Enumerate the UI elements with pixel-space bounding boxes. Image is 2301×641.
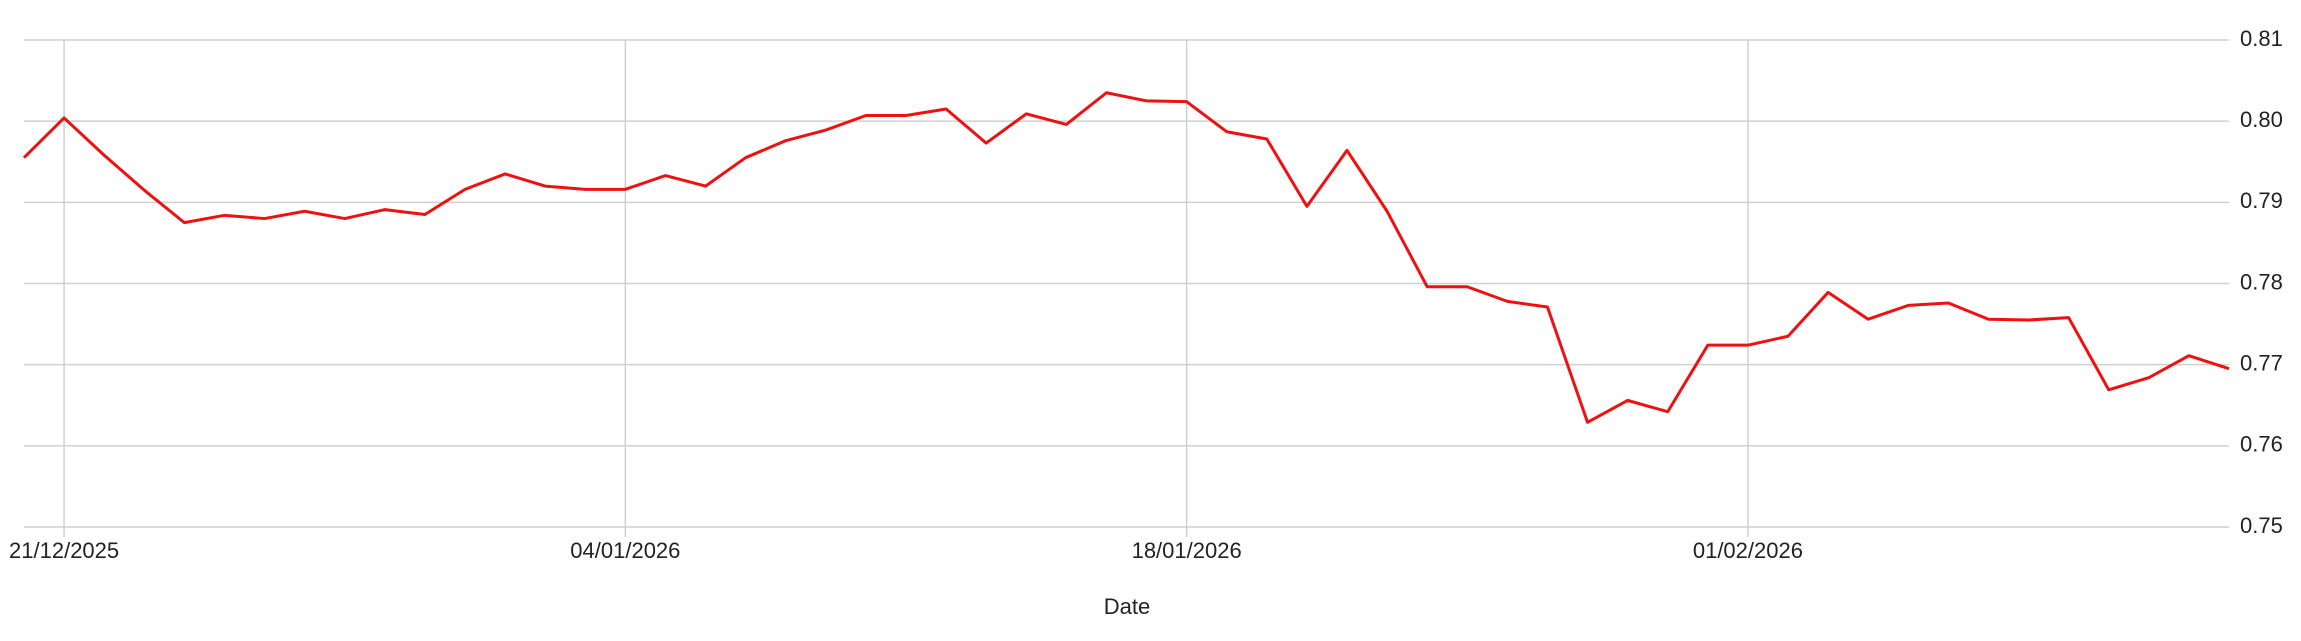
x-tick-label: 21/12/2025 [9,538,119,563]
y-tick-label: 0.79 [2240,188,2283,213]
x-tick-label: 18/01/2026 [1132,538,1242,563]
x-tick-label: 04/01/2026 [570,538,680,563]
y-tick-label: 0.76 [2240,432,2283,457]
y-tick-label: 0.78 [2240,269,2283,294]
y-tick-label: 0.81 [2240,26,2283,51]
y-tick-label: 0.80 [2240,107,2283,132]
x-tick-label: 01/02/2026 [1693,538,1803,563]
line-series [22,91,2230,424]
x-axis-label: Date [1104,594,1150,619]
y-tick-label: 0.77 [2240,350,2283,375]
y-tick-label: 0.75 [2240,513,2283,538]
